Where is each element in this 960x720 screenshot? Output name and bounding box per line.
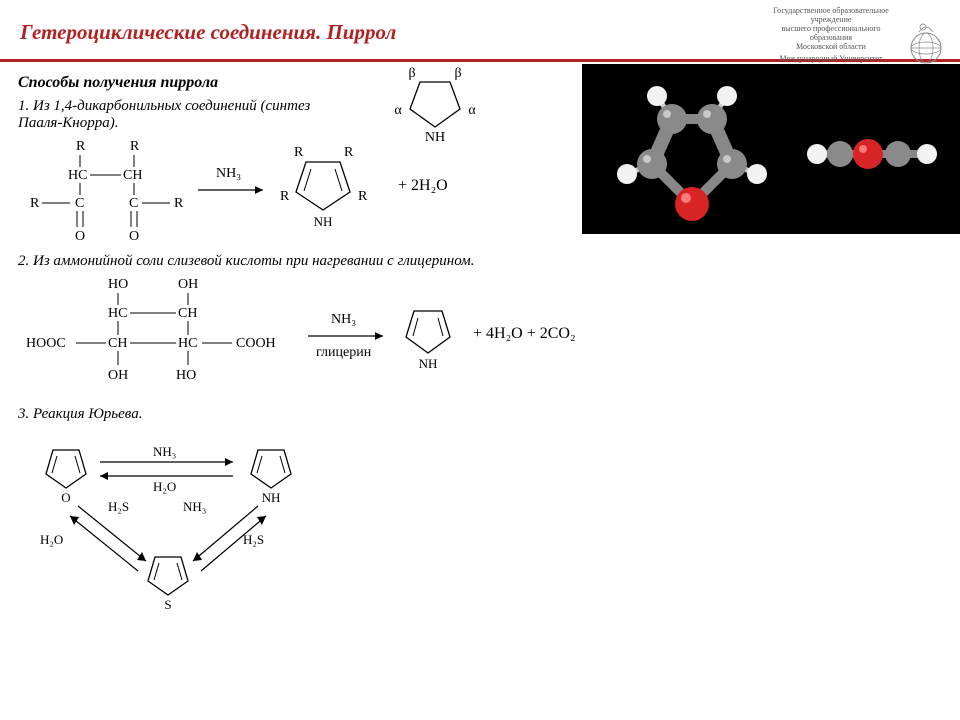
svg-text:H₂S: H₂S <box>108 499 129 514</box>
svg-text:O: O <box>129 229 139 244</box>
svg-text:NH: NH <box>419 356 438 371</box>
svg-text:NH: NH <box>262 490 281 505</box>
method-2-text: 2. Из аммонийной соли слизевой кислоты п… <box>18 253 942 270</box>
svg-text:OH: OH <box>108 368 128 383</box>
alpha-label: α <box>394 103 402 118</box>
svg-text:S: S <box>164 597 171 612</box>
svg-text:CH: CH <box>178 306 197 321</box>
svg-text:NH₃: NH₃ <box>216 166 241 181</box>
svg-text:R: R <box>30 196 40 211</box>
svg-text:HO: HO <box>176 368 196 383</box>
svg-text:O: O <box>61 490 70 505</box>
svg-text:H₂S: H₂S <box>243 532 264 547</box>
alpha-label: α <box>468 103 476 118</box>
molecule-3d-render <box>582 64 960 234</box>
svg-text:HO: HO <box>108 277 128 292</box>
org-line: высшего профессионального образования <box>761 24 901 42</box>
svg-text:H₂O: H₂O <box>153 479 176 494</box>
svg-text:OH: OH <box>178 277 198 292</box>
svg-text:NH: NH <box>314 214 333 229</box>
svg-text:HC: HC <box>178 336 197 351</box>
svg-text:CH: CH <box>108 336 127 351</box>
svg-text:NH₃: NH₃ <box>153 444 176 459</box>
svg-text:R: R <box>174 196 184 211</box>
beta-label: β <box>408 67 415 81</box>
svg-text:CH: CH <box>123 168 142 183</box>
svg-text:H₂O: H₂O <box>40 532 63 547</box>
svg-text:NH₃: NH₃ <box>183 499 206 514</box>
method-1-text: 1. Из 1,4-дикарбонильных соединений (син… <box>18 98 348 132</box>
beta-label: β <box>454 67 461 81</box>
svg-text:HOOC: HOOC <box>26 336 66 351</box>
svg-text:HC: HC <box>108 306 127 321</box>
org-line: Государственное образовательное учрежден… <box>761 6 901 24</box>
svg-text:R: R <box>280 189 290 204</box>
svg-text:HC: HC <box>68 168 87 183</box>
nh-label: NH <box>425 130 445 145</box>
svg-text:+ 4H₂O + 2CO₂: + 4H₂O + 2CO₂ <box>473 325 576 342</box>
svg-text:R: R <box>76 139 86 154</box>
method-3-text: 3. Реакция Юрьева. <box>18 406 942 423</box>
reaction-2-scheme: HO OH HC CH HOOC CH HC COOH OH HO NH₃ <box>18 273 678 398</box>
svg-text:R: R <box>344 145 354 160</box>
svg-text:R: R <box>358 189 368 204</box>
svg-text:R: R <box>294 145 304 160</box>
svg-text:C: C <box>75 196 84 211</box>
reaction-1-scheme: R R HC CH R C C R O O NH₃ <box>18 135 538 245</box>
svg-text:R: R <box>130 139 140 154</box>
org-line: Московской области <box>761 42 901 51</box>
svg-text:C: C <box>129 196 138 211</box>
svg-text:NH₃: NH₃ <box>331 312 356 327</box>
pyrrole-positions-diagram: NH α α β β <box>380 67 490 145</box>
reaction-3-scheme: O NH S NH₃ H₂O <box>18 426 338 616</box>
svg-text:глицерин: глицерин <box>316 345 372 360</box>
svg-text:+ 2H₂O: + 2H₂O <box>398 177 448 194</box>
svg-text:COOH: COOH <box>236 336 276 351</box>
svg-text:O: O <box>75 229 85 244</box>
